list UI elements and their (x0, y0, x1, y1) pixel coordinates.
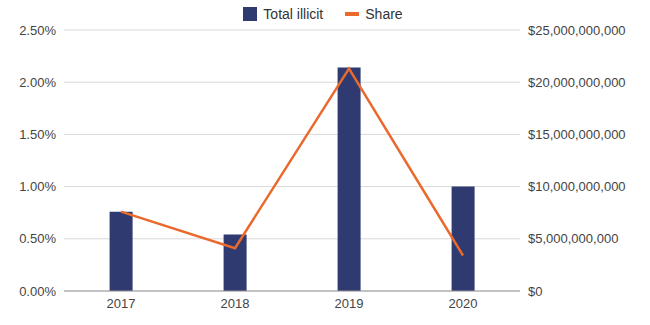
svg-text:2.00%: 2.00% (19, 75, 56, 90)
svg-text:2020: 2020 (449, 296, 478, 311)
svg-text:$25,000,000,000: $25,000,000,000 (528, 23, 626, 38)
svg-text:$10,000,000,000: $10,000,000,000 (528, 179, 626, 194)
svg-text:$15,000,000,000: $15,000,000,000 (528, 127, 626, 142)
svg-text:$20,000,000,000: $20,000,000,000 (528, 75, 626, 90)
svg-text:2019: 2019 (335, 296, 364, 311)
svg-text:0.00%: 0.00% (19, 284, 56, 299)
svg-text:2018: 2018 (221, 296, 250, 311)
svg-text:1.50%: 1.50% (19, 127, 56, 142)
html-text:Share: Share (365, 6, 403, 22)
svg-text:2.50%: 2.50% (19, 23, 56, 38)
svg-text:1.00%: 1.00% (19, 179, 56, 194)
svg-text:$0: $0 (528, 284, 542, 299)
svg-text:$5,000,000,000: $5,000,000,000 (528, 231, 618, 246)
svg-text:0.50%: 0.50% (19, 231, 56, 246)
html-text:Total illicit: Total illicit (263, 6, 324, 22)
svg-text:2017: 2017 (107, 296, 136, 311)
